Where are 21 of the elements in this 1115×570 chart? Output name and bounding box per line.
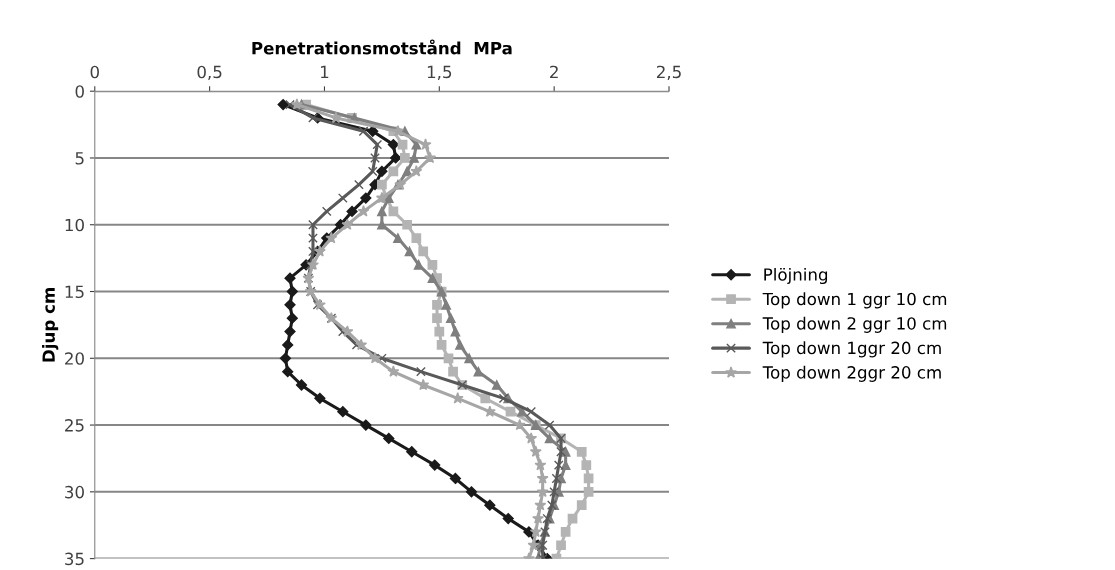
legend-label: Top down 2 ggr 10 cm: [762, 316, 947, 333]
x-tick-label: 0: [90, 65, 99, 79]
x-tick-label: 0,5: [197, 65, 222, 80]
y-tick-label: 35: [65, 552, 84, 566]
y-tick-label: 30: [65, 485, 84, 499]
y-tick-label: 10: [65, 218, 84, 232]
legend-label: Plöjning: [764, 267, 828, 285]
y-tick-label: 25: [65, 419, 84, 432]
legend-label: Top down 1 ggr 10 cm: [762, 292, 947, 309]
y-tick-label: 20: [65, 352, 84, 365]
x-tick-label: 2,5: [656, 65, 681, 80]
y-tick-label: 0: [75, 85, 84, 98]
y-axis-title: Djup cm: [42, 288, 59, 362]
legend-label: Top down 1ggr 20 cm: [762, 341, 941, 358]
y-tick-label: 5: [75, 152, 84, 165]
x-tick-label: 1: [320, 65, 329, 79]
y-tick-label: 15: [65, 285, 84, 299]
x-axis-title: Penetrationsmotstånd MPa: [252, 39, 512, 55]
x-tick-label: 1,5: [427, 65, 452, 80]
x-tick-label: 2: [550, 65, 558, 79]
legend-label: Top down 2ggr 20 cm: [762, 365, 941, 382]
